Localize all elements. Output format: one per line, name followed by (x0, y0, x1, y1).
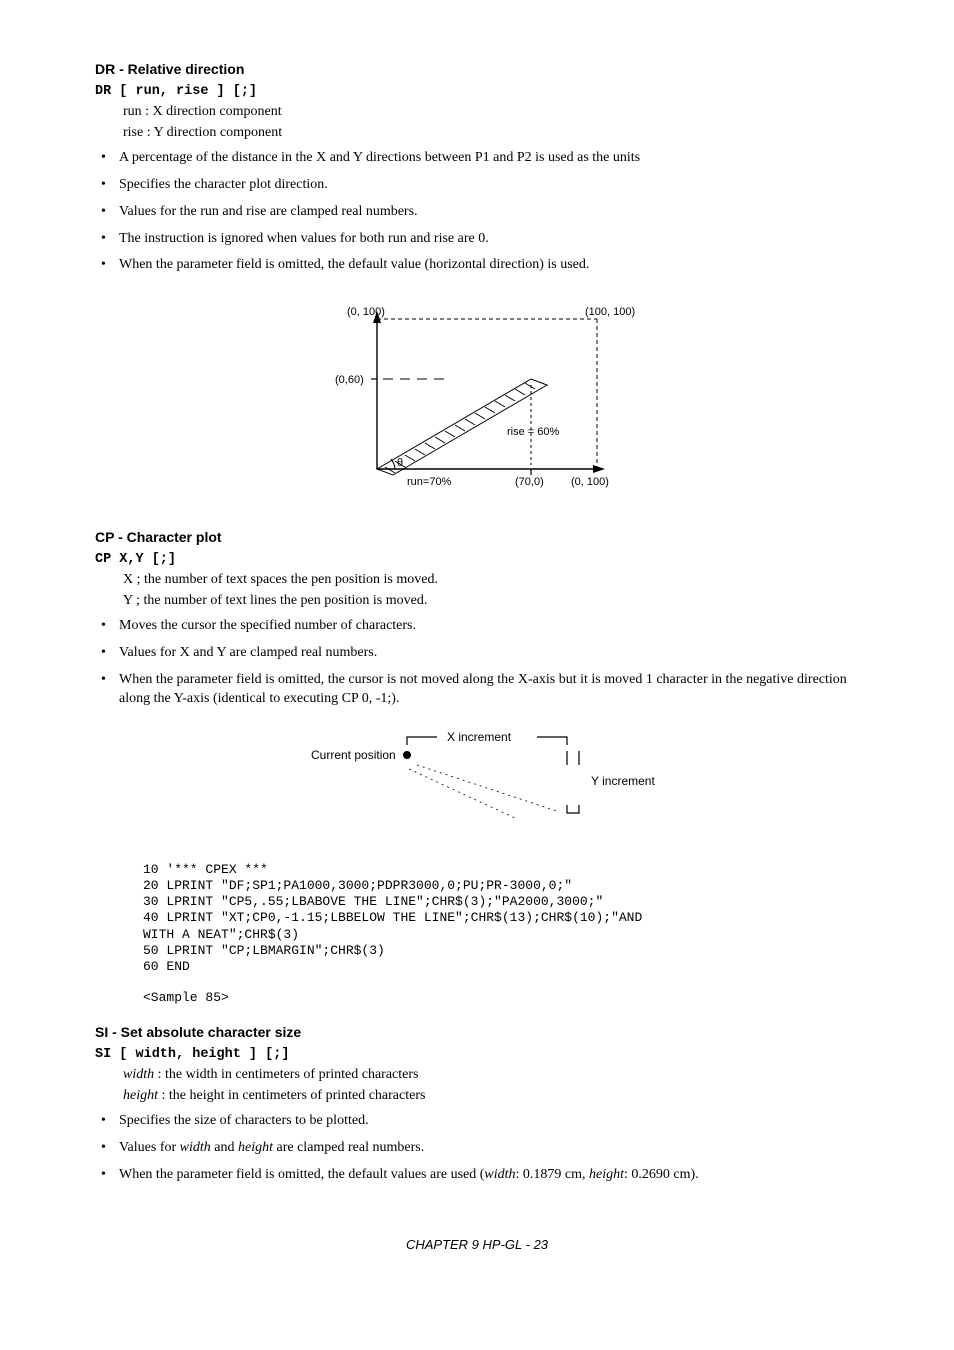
label-dr-run: run=70% (407, 476, 452, 488)
bullet-si-1: Values for width and height are clamped … (95, 1139, 859, 1158)
param-dr-1: rise : Y direction component (123, 124, 859, 143)
label-cp-xinc: X increment (447, 730, 512, 744)
param-si-width: width : the width in centimeters of prin… (123, 1066, 859, 1085)
bullet-si-2-mid: : 0.1879 cm, (516, 1167, 590, 1182)
diagram-dr: (0, 100) (100, 100) (0,60) rise = 60% ru… (95, 289, 859, 506)
page-footer: CHAPTER 9 HP-GL - 23 (95, 1236, 859, 1254)
label-dr-left-tick: (0,60) (335, 374, 364, 386)
label-dr-tr: (100, 100) (585, 306, 635, 318)
param-si-width-label: width (123, 1067, 154, 1082)
param-cp-0: X ; the number of text spaces the pen po… (123, 571, 859, 590)
bullet-si-2-w: width (484, 1167, 515, 1182)
section-heading-cp: CP - Character plot (95, 528, 859, 547)
label-dr-rise: rise = 60% (507, 426, 559, 438)
bullet-si-1-mid: and (211, 1140, 238, 1155)
param-si-height-label: height (123, 1088, 158, 1103)
bullet-si-1-h: height (238, 1140, 273, 1155)
param-dr-0: run : X direction component (123, 103, 859, 122)
param-si-height: height : the height in centimeters of pr… (123, 1087, 859, 1106)
bullet-si-2-post: : 0.2690 cm). (624, 1167, 699, 1182)
bullet-cp-0: Moves the cursor the specified number of… (95, 617, 859, 636)
label-dr-bx: (70,0) (515, 476, 544, 488)
syntax-dr: DR [ run, rise ] [;] (95, 83, 859, 101)
bullet-si-2: When the parameter field is omitted, the… (95, 1166, 859, 1185)
bullets-cp: Moves the cursor the specified number of… (95, 617, 859, 709)
bullets-si: Specifies the size of characters to be p… (95, 1112, 859, 1185)
section-heading-si: SI - Set absolute character size (95, 1023, 859, 1042)
syntax-si: SI [ width, height ] [;] (95, 1046, 859, 1064)
bullet-dr-4: When the parameter field is omitted, the… (95, 256, 859, 275)
code-block-cp: 10 '*** CPEX *** 20 LPRINT "DF;SP1;PA100… (143, 862, 859, 976)
bullet-dr-0: A percentage of the distance in the X an… (95, 149, 859, 168)
syntax-cp: CP X,Y [;] (95, 551, 859, 569)
bullet-si-0: Specifies the size of characters to be p… (95, 1112, 859, 1131)
section-heading-dr: DR - Relative direction (95, 60, 859, 79)
diagram-cp: X increment Current position Y increment (95, 723, 859, 840)
param-si-width-rest: : the width in centimeters of printed ch… (154, 1067, 418, 1082)
bullet-si-1-w: width (180, 1140, 211, 1155)
bullet-si-2-pre: When the parameter field is omitted, the… (119, 1167, 484, 1182)
sample-tag-cp: <Sample 85> (143, 989, 859, 1007)
label-dr-br: (0, 100) (571, 476, 609, 488)
param-si-height-rest: : the height in centimeters of printed c… (158, 1088, 425, 1103)
label-dr-tl: (0, 100) (347, 306, 385, 318)
label-cp-yinc: Y increment (591, 774, 655, 788)
param-cp-1: Y ; the number of text lines the pen pos… (123, 592, 859, 611)
bullet-cp-1: Values for X and Y are clamped real numb… (95, 644, 859, 663)
bullet-si-1-post: are clamped real numbers. (273, 1140, 424, 1155)
label-dr-theta: θ (397, 457, 403, 469)
label-cp-curpos: Current position (311, 748, 396, 762)
bullet-si-2-h: height (589, 1167, 624, 1182)
bullet-cp-2: When the parameter field is omitted, the… (95, 671, 859, 709)
bullet-si-1-pre: Values for (119, 1140, 180, 1155)
bullet-dr-3: The instruction is ignored when values f… (95, 230, 859, 249)
bullet-dr-2: Values for the run and rise are clamped … (95, 203, 859, 222)
bullets-dr: A percentage of the distance in the X an… (95, 149, 859, 275)
bullet-dr-1: Specifies the character plot direction. (95, 176, 859, 195)
